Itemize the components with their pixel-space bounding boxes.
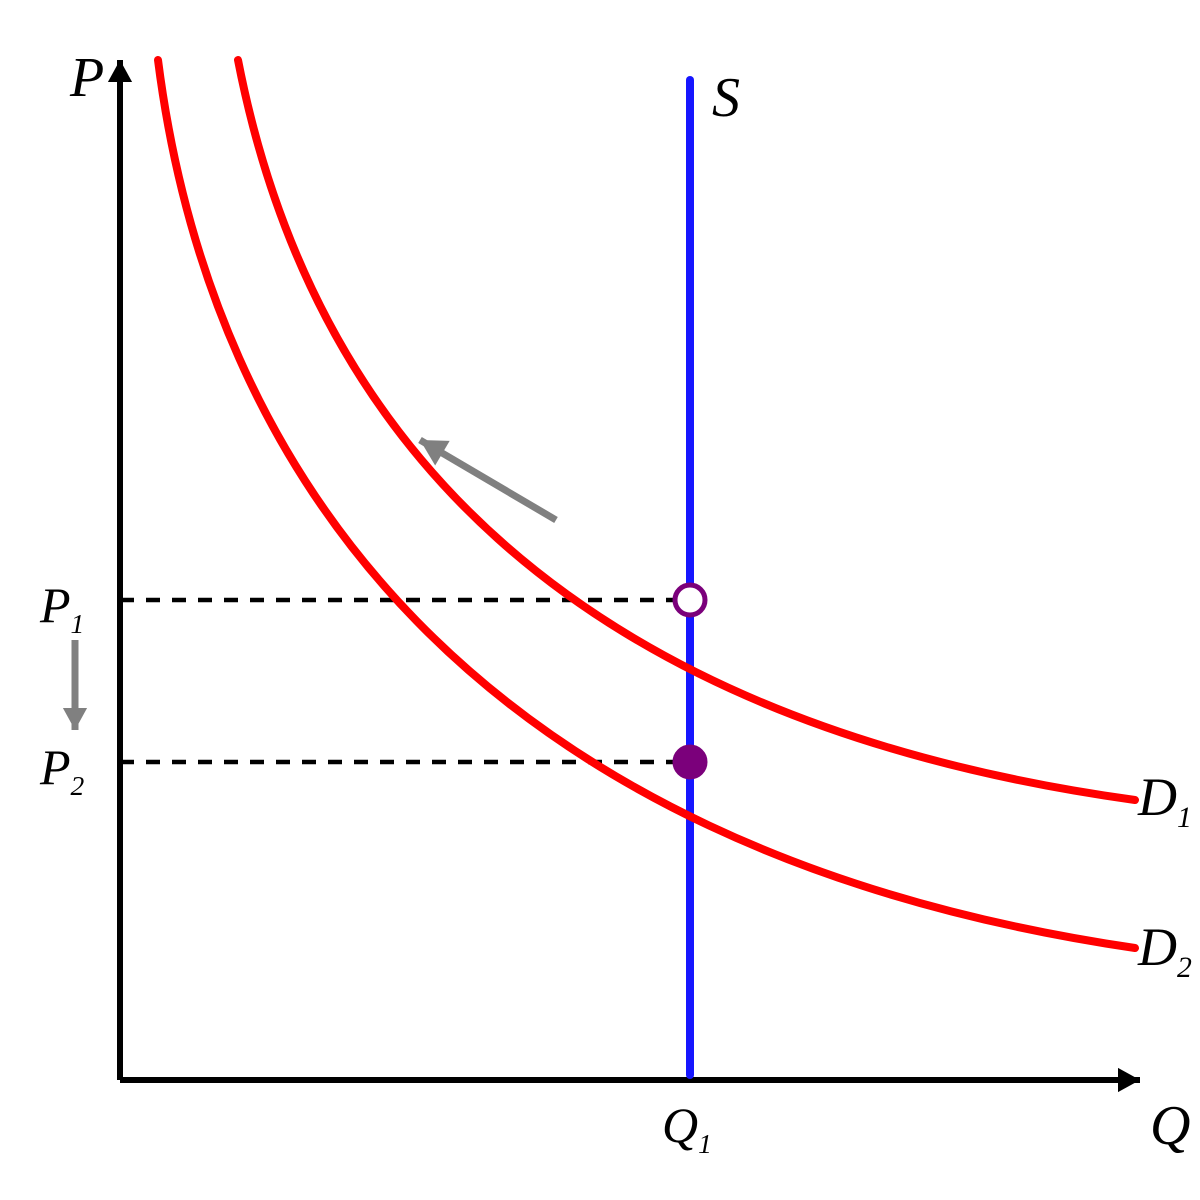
q1-label: Q1 — [662, 1100, 712, 1158]
d1-label: D1 — [1138, 770, 1192, 834]
y-axis-label: P — [70, 50, 104, 106]
p2-label: P2 — [40, 742, 84, 800]
equilibrium-new — [675, 747, 705, 777]
demand-curve-d2 — [158, 60, 1135, 948]
p1-label: P1 — [40, 580, 84, 638]
plot-svg — [0, 0, 1200, 1200]
x-axis-label: Q — [1150, 1098, 1190, 1154]
diagram-stage: Q P S D1 D2 P1 P2 Q1 — [0, 0, 1200, 1200]
equilibrium-old — [675, 585, 705, 615]
supply-label: S — [712, 70, 740, 126]
d2-label: D2 — [1138, 920, 1192, 984]
